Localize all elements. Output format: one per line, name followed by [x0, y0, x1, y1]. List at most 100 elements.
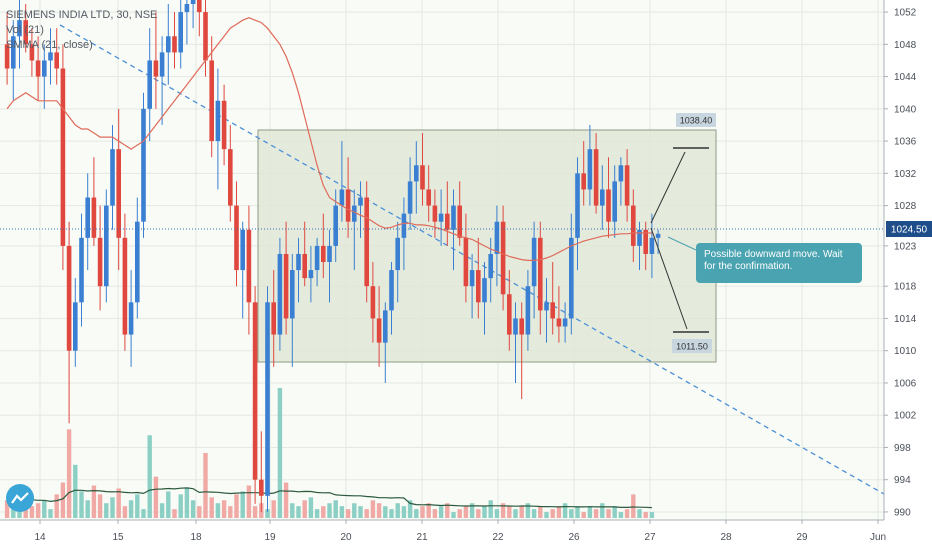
candle [54, 28, 59, 85]
candle [612, 165, 617, 238]
y-tick-label: 1048 [894, 40, 917, 51]
candle-body [655, 233, 661, 238]
candle-body [463, 237, 469, 287]
volume-bar [141, 509, 146, 518]
volume-bar [333, 500, 338, 518]
candle-body [370, 286, 376, 319]
candle [569, 213, 574, 335]
candle-body [414, 165, 419, 182]
candle [649, 213, 655, 279]
candle-body [352, 205, 357, 222]
candle [414, 141, 419, 214]
tradingview-logo[interactable] [6, 484, 34, 512]
candle [147, 28, 152, 142]
x-tick-label: 28 [720, 532, 732, 543]
candle [73, 278, 78, 367]
candle [358, 181, 363, 238]
volume-bar [358, 506, 363, 518]
candle [531, 221, 537, 319]
candle [432, 189, 438, 238]
price-axis[interactable] [884, 0, 932, 520]
candle-body [122, 237, 128, 335]
lower-target-label: 1011.50 [676, 342, 708, 352]
x-tick-label: Jun [870, 532, 886, 543]
candle-body [432, 205, 438, 222]
candle [252, 286, 258, 504]
annotation-callout[interactable]: Possible downward move. Wait for the con… [696, 243, 862, 283]
candle [302, 221, 307, 287]
candle [544, 278, 549, 343]
volume-bar [445, 503, 450, 518]
candle-body [302, 253, 307, 279]
candle-body [321, 245, 326, 263]
candle [507, 270, 512, 351]
volume-bar [618, 512, 624, 518]
candle [116, 108, 121, 271]
candle [228, 124, 233, 222]
volume-bar [383, 506, 388, 518]
candle [135, 197, 140, 319]
volume-bar [29, 506, 35, 518]
volume-bar [637, 509, 642, 518]
candle [197, 0, 202, 37]
volume-average-line [6, 487, 652, 509]
legend-symbol[interactable]: SIEMENS INDIA LTD, 30, NSE [6, 9, 158, 21]
x-tick-label: 27 [644, 532, 656, 543]
candle [500, 205, 506, 311]
y-tick-label: 1040 [894, 104, 917, 115]
volume-bar [302, 500, 307, 518]
candle-body [519, 318, 524, 335]
candle [370, 262, 376, 343]
time-axis[interactable] [0, 520, 932, 550]
candle-body [544, 302, 549, 311]
volume-bar [97, 494, 103, 518]
candle-body [48, 52, 53, 61]
volume-bar [376, 503, 382, 518]
candle [420, 133, 425, 206]
volume-bar [631, 494, 636, 518]
candle-body [128, 302, 134, 335]
candle-body [240, 229, 245, 271]
projection-arrows[interactable] [650, 147, 709, 333]
candle-body [209, 60, 214, 142]
candle [407, 157, 413, 230]
candle [538, 221, 543, 335]
candle-body [91, 197, 97, 238]
volume-bar [135, 494, 140, 518]
candle [277, 237, 283, 351]
candle-body [228, 149, 233, 206]
volume-bar [389, 509, 394, 518]
legend: SIEMENS INDIA LTD, 30, NSE Vol (21) SMMA… [6, 8, 157, 53]
candle [184, 0, 190, 45]
candle-body [476, 270, 481, 303]
volume-bar [104, 503, 109, 518]
candle-body [376, 318, 382, 343]
volume-bar [85, 500, 90, 518]
candle-body [469, 270, 475, 287]
candle [60, 44, 66, 271]
candle [110, 124, 115, 230]
y-tick-label: 1010 [894, 346, 917, 357]
volume-bar [166, 491, 171, 518]
volume-bar [469, 503, 475, 518]
candle [178, 0, 183, 69]
candle-body [513, 318, 518, 335]
candle-body [283, 253, 289, 319]
candle-body [135, 221, 140, 303]
candle [345, 157, 351, 238]
candle-body [60, 68, 66, 246]
candle [401, 197, 407, 271]
legend-smma[interactable]: SMMA (21, close) [6, 39, 93, 51]
candle [593, 133, 599, 214]
candle [221, 84, 227, 166]
candle [265, 286, 270, 512]
legend-volume[interactable]: Vol (21) [6, 24, 44, 36]
candle [35, 36, 41, 101]
volume-bar [66, 429, 72, 518]
volume-bar [513, 509, 518, 518]
candle [314, 237, 320, 287]
candle [308, 245, 314, 303]
candle-body [184, 4, 190, 13]
candle [476, 237, 481, 319]
